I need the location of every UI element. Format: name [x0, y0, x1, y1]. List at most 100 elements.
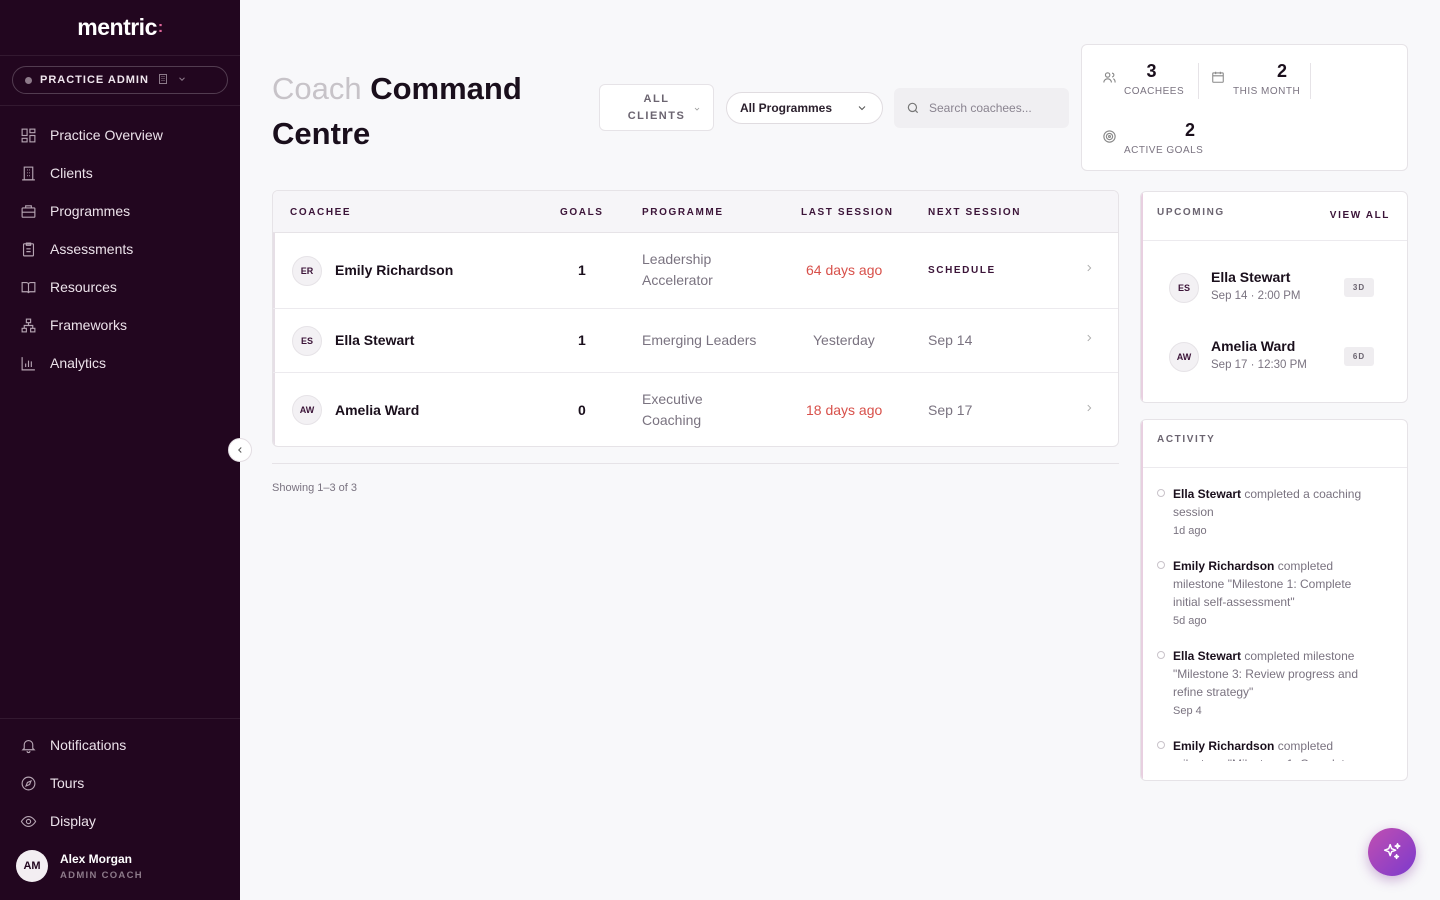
programme-filter-dropdown[interactable]: All Programmes [726, 92, 883, 124]
page-title: Coach Command Centre [272, 66, 522, 156]
chevron-left-icon [238, 447, 242, 453]
upcoming-name: Ella Stewart [1211, 269, 1291, 285]
book-icon [21, 281, 36, 293]
pagination-summary: Showing 1–3 of 3 [272, 482, 358, 494]
avatar: AW [292, 395, 322, 425]
stat-this-month-value: 2 [1276, 61, 1287, 81]
sidebar-item-label: Tours [50, 775, 85, 791]
sparkle-icon [1383, 843, 1401, 860]
users-icon [1102, 70, 1117, 88]
upcoming-session-item[interactable]: AW Amelia Ward Sep 17 · 12:30 PM 6D [1169, 338, 1374, 378]
sidebar-item-practice-overview[interactable]: Practice Overview [0, 116, 240, 154]
divider [272, 463, 1119, 464]
days-until-badge: 3D [1344, 278, 1374, 297]
collapse-sidebar-button[interactable] [228, 438, 252, 462]
sidebar-item-frameworks[interactable]: Frameworks [0, 306, 240, 344]
sidebar-item-clients[interactable]: Clients [0, 154, 240, 192]
table-header: COACHEE GOALS PROGRAMME LAST SESSION NEX… [273, 191, 1118, 233]
col-coachee[interactable]: COACHEE [290, 207, 352, 218]
sidebar-item-label: Frameworks [50, 317, 128, 333]
chevron-down-icon [856, 102, 868, 117]
sidebar-item-programmes[interactable]: Programmes [0, 192, 240, 230]
activity-time: 5d ago [1173, 615, 1207, 627]
sidebar-item-notifications[interactable]: Notifications [0, 726, 240, 764]
view-all-link[interactable]: VIEW ALL [1329, 210, 1390, 221]
activity-title: ACTIVITY [1157, 434, 1216, 445]
avatar: ES [292, 326, 322, 356]
chevron-down-icon [177, 74, 187, 87]
stat-this-month: 2 THIS MONTH [1233, 61, 1300, 97]
sidebar-item-label: Analytics [50, 355, 107, 371]
bar-chart-icon [21, 356, 35, 370]
activity-item: Emily Richardson completed milestone "Mi… [1143, 737, 1407, 761]
sidebar-nav: Practice Overview Clients Programmes Ass… [0, 106, 240, 382]
stats-card: 3 COACHEES 2 THIS MONTH 2 ACTIVE GOALS [1081, 44, 1408, 171]
avatar: AM [16, 850, 48, 882]
role-status-dot [25, 76, 32, 84]
role-label: PRACTICE ADMIN [40, 74, 149, 86]
avatar: ER [292, 256, 322, 286]
page-title-bold-2: Centre [272, 116, 371, 151]
goals-count: 1 [578, 332, 586, 348]
upcoming-time: Sep 14 · 2:00 PM [1211, 290, 1301, 302]
col-next-session[interactable]: NEXT SESSION [928, 207, 1022, 218]
sidebar-item-label: Resources [50, 279, 117, 295]
programme-name: Leadership Accelerator [642, 251, 713, 288]
goals-count: 1 [578, 262, 586, 278]
activity-item: Emily Richardson completed milestone "Mi… [1143, 557, 1407, 630]
sidebar-item-resources[interactable]: Resources [0, 268, 240, 306]
col-goals[interactable]: GOALS [560, 207, 604, 218]
sidebar-item-label: Display [50, 813, 96, 829]
table-row[interactable]: ER Emily Richardson 1 Leadership Accelera… [273, 233, 1118, 309]
brand-mark: : [157, 18, 163, 36]
sidebar-item-analytics[interactable]: Analytics [0, 344, 240, 382]
activity-panel: ACTIVITY Ella Stewart completed a coachi… [1140, 419, 1408, 781]
sidebar-item-assessments[interactable]: Assessments [0, 230, 240, 268]
col-programme[interactable]: PROGRAMME [642, 207, 724, 218]
compass-icon [21, 776, 36, 790]
brand-name: mentric [77, 14, 157, 40]
user-role: ADMIN COACH [60, 869, 143, 881]
search-box [894, 88, 1069, 128]
table-row[interactable]: AW Amelia Ward 0 Executive Coaching 18 da… [273, 373, 1118, 446]
avatar: ES [1169, 273, 1199, 303]
sidebar-item-tours[interactable]: Tours [0, 764, 240, 802]
schedule-button[interactable]: SCHEDULE [928, 265, 996, 276]
page-title-bold: Command [370, 71, 522, 106]
coachee-name[interactable]: Ella Stewart [335, 332, 415, 348]
chevron-right-icon[interactable] [1084, 402, 1094, 417]
sidebar-footer: Notifications Tours Display AM Alex Morg… [0, 718, 240, 900]
upcoming-session-item[interactable]: ES Ella Stewart Sep 14 · 2:00 PM 3D [1169, 269, 1374, 309]
activity-feed[interactable]: Ella Stewart completed a coaching sessio… [1143, 468, 1407, 761]
chevron-right-icon[interactable] [1084, 332, 1094, 347]
client-filter-dropdown[interactable]: ALL CLIENTS [599, 84, 714, 131]
chevron-right-icon[interactable] [1084, 262, 1094, 277]
eye-icon [20, 815, 37, 827]
sidebar-item-label: Clients [50, 165, 93, 181]
col-last-session[interactable]: LAST SESSION [801, 207, 894, 218]
coachee-name[interactable]: Amelia Ward [335, 402, 420, 418]
ai-assistant-button[interactable] [1368, 828, 1416, 876]
search-input[interactable] [929, 101, 1059, 115]
activity-time: Sep 4 [1173, 705, 1202, 717]
next-session: Sep 17 [928, 402, 973, 418]
building-icon [157, 73, 169, 88]
last-session: 18 days ago [806, 402, 883, 418]
role-switcher[interactable]: PRACTICE ADMIN [12, 66, 228, 94]
client-filter-line1: ALL [643, 92, 670, 105]
clipboard-icon [22, 242, 35, 256]
activity-time: 1d ago [1173, 525, 1207, 537]
upcoming-time: Sep 17 · 12:30 PM [1211, 359, 1307, 371]
sidebar-item-display[interactable]: Display [0, 802, 240, 840]
brand-logo[interactable]: mentric: [0, 0, 240, 56]
upcoming-title: UPCOMING [1157, 207, 1225, 218]
upcoming-panel: UPCOMING VIEW ALL ES Ella Stewart Sep 14… [1140, 191, 1408, 403]
briefcase-icon [21, 204, 36, 218]
table-row[interactable]: ES Ella Stewart 1 Emerging Leaders Yeste… [273, 309, 1118, 373]
search-icon [907, 102, 919, 114]
activity-item: Ella Stewart completed milestone "Milest… [1143, 647, 1407, 720]
programme-name: Executive Coaching [642, 391, 703, 428]
coachee-name[interactable]: Emily Richardson [335, 262, 454, 278]
user-profile[interactable]: AM Alex Morgan ADMIN COACH [0, 840, 240, 900]
chevron-down-icon [693, 102, 701, 119]
